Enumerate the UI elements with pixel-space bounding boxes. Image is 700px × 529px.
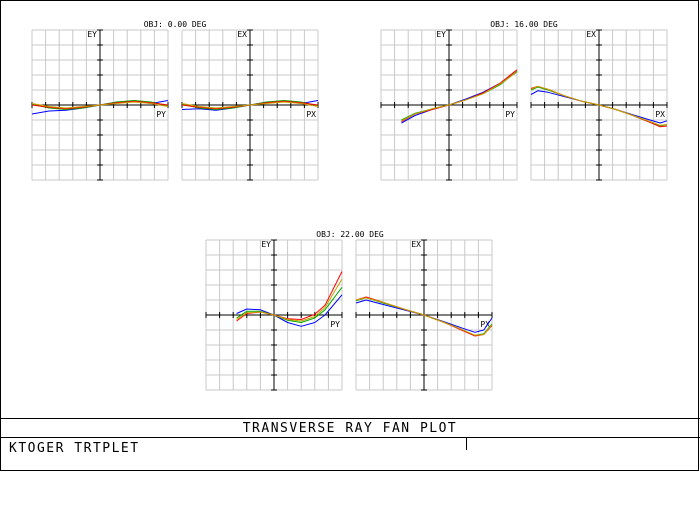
- fan-curve-3: [355, 297, 493, 336]
- y-axis-label: EY: [261, 240, 271, 249]
- fan-panel-sagittal: EX PX: [181, 29, 319, 181]
- x-axis-label: PY: [330, 320, 340, 329]
- x-axis-label: PX: [655, 110, 665, 119]
- field-group-2: OBJ: 22.00 DEG EY PY EX PX: [205, 230, 493, 391]
- fan-curve-3: [530, 85, 668, 126]
- x-axis-label: PY: [505, 110, 515, 119]
- plot-title: TRANSVERSE RAY FAN PLOT: [243, 421, 458, 436]
- fan-curve-0: [236, 294, 343, 327]
- field-title: OBJ: 0.00 DEG: [144, 20, 207, 29]
- outer-frame: [0, 0, 699, 471]
- fan-curve-1: [236, 286, 343, 323]
- fan-curve-3: [401, 71, 518, 122]
- fan-panel-tangential: EY PY: [205, 239, 343, 391]
- y-axis-label: EY: [436, 30, 446, 39]
- lens-name: KTOGER TRTPLET: [9, 441, 140, 456]
- fan-curve-3: [31, 101, 169, 109]
- fan-curve-3: [181, 101, 319, 109]
- fan-panel-sagittal: EX PX: [355, 239, 493, 391]
- field-group-0: OBJ: 0.00 DEG EY PY EX PX: [31, 20, 319, 181]
- y-axis-label: EX: [237, 30, 247, 39]
- fan-panel-tangential: EY PY: [31, 29, 169, 181]
- fan-curve-0: [401, 71, 518, 124]
- x-axis-label: PX: [480, 320, 490, 329]
- fan-curve-3: [236, 278, 343, 322]
- field-group-1: OBJ: 16.00 DEG EY PY EX PX: [380, 20, 668, 181]
- y-axis-label: EX: [411, 240, 421, 249]
- y-axis-label: EY: [87, 30, 97, 39]
- field-title: OBJ: 16.00 DEG: [490, 20, 558, 29]
- x-axis-label: PX: [306, 110, 316, 119]
- field-title: OBJ: 22.00 DEG: [316, 230, 384, 239]
- x-axis-label: PY: [156, 110, 166, 119]
- fan-panel-tangential: EY PY: [380, 29, 518, 181]
- y-axis-label: EX: [586, 30, 596, 39]
- fan-panel-sagittal: EX PX: [530, 29, 668, 181]
